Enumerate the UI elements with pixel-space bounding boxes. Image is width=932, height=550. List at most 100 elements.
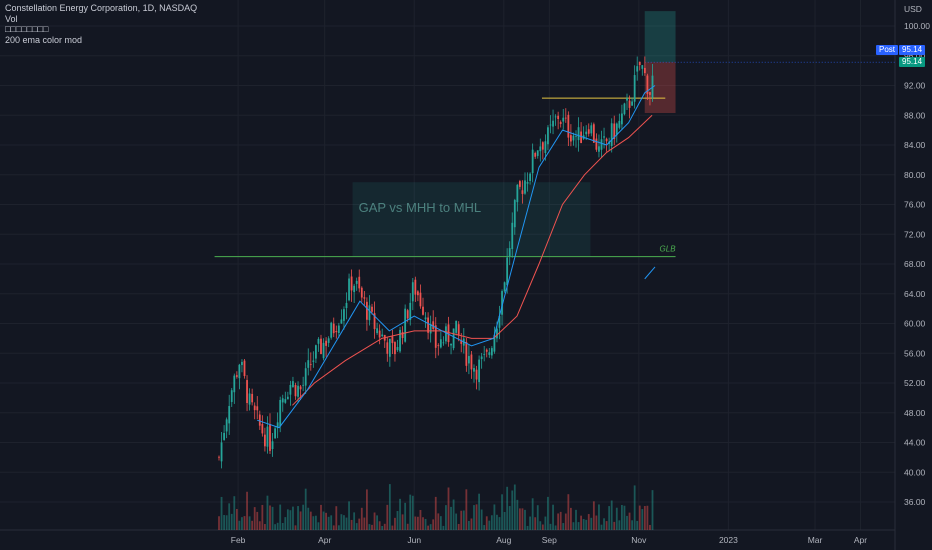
candle xyxy=(534,151,537,159)
volume-bar xyxy=(577,522,580,530)
candle-body xyxy=(427,317,429,333)
volume-bar xyxy=(248,516,251,530)
volume-bar xyxy=(508,506,511,530)
last-price-badge: 95.14 xyxy=(899,57,926,67)
volume-indicator-label[interactable]: Vol xyxy=(5,13,18,24)
candle-body xyxy=(626,98,628,101)
candle-body xyxy=(332,323,335,334)
candle xyxy=(442,336,445,346)
candle-body xyxy=(292,381,294,387)
chart-legend: Constellation Energy Corporation, 1D, NA… xyxy=(5,3,197,45)
volume-bar xyxy=(406,523,409,530)
candle xyxy=(383,334,386,348)
currency-label: USD xyxy=(904,4,922,14)
candle-body xyxy=(496,328,498,339)
volume-bar xyxy=(225,515,228,530)
candle-body xyxy=(266,426,269,447)
candle xyxy=(233,373,236,404)
candle-body xyxy=(337,325,340,333)
volume-bar xyxy=(261,504,264,530)
candle-body xyxy=(526,182,529,184)
volume-bar xyxy=(233,496,236,530)
volume-bar xyxy=(315,515,317,530)
volume-bar xyxy=(603,518,605,530)
trend-stroke xyxy=(644,266,656,280)
volume-bar xyxy=(251,520,254,530)
volume-bar xyxy=(388,484,391,530)
volume-bar xyxy=(309,511,312,530)
candle-body xyxy=(455,320,458,333)
volume-bar xyxy=(368,524,371,530)
candle xyxy=(363,291,366,306)
volume-bar xyxy=(220,496,223,530)
candle-body xyxy=(488,352,491,355)
candle xyxy=(345,292,348,320)
candle xyxy=(529,172,531,185)
candle xyxy=(238,363,241,390)
candle-body xyxy=(258,414,261,426)
volume-bar xyxy=(376,515,378,530)
candle xyxy=(513,198,516,235)
indicator-label[interactable]: □□□□□□□□ xyxy=(5,24,49,34)
volume-bar xyxy=(641,509,644,530)
candle xyxy=(396,339,399,352)
volume-bar xyxy=(585,519,588,530)
candle-body xyxy=(534,153,537,157)
candle xyxy=(391,329,394,354)
candle xyxy=(636,56,639,81)
candle xyxy=(335,325,338,339)
candle xyxy=(580,122,582,144)
candle-body xyxy=(562,117,565,122)
candle-body xyxy=(419,292,422,307)
volume-bar xyxy=(378,521,381,530)
volume-bar xyxy=(503,511,506,530)
candle-body xyxy=(348,278,350,301)
volume-bar xyxy=(626,515,628,530)
y-tick-label: 100.00 xyxy=(904,21,930,31)
candle-body xyxy=(223,432,225,440)
candle-body xyxy=(636,66,639,72)
candle xyxy=(480,352,483,369)
candle-body xyxy=(452,328,455,349)
candle-body xyxy=(490,348,493,356)
candle-body xyxy=(587,129,590,134)
candle xyxy=(452,328,455,351)
candle-body xyxy=(559,122,562,124)
candle xyxy=(595,133,598,152)
candle-body xyxy=(322,342,325,359)
candle-body xyxy=(315,345,317,359)
candle xyxy=(434,317,437,359)
candle xyxy=(575,130,577,148)
candle xyxy=(633,65,636,109)
volume-bar xyxy=(337,525,340,530)
candle xyxy=(281,394,284,412)
candle xyxy=(498,305,501,340)
volume-bar xyxy=(424,518,427,530)
candle xyxy=(350,269,353,302)
candle xyxy=(564,108,567,123)
candle-body xyxy=(373,313,376,330)
candle xyxy=(447,316,450,347)
candle-body xyxy=(376,328,378,334)
volume-bar xyxy=(539,521,542,530)
candle-body xyxy=(590,125,593,134)
candle-body xyxy=(246,380,248,404)
candle xyxy=(603,127,605,149)
ema-indicator-label[interactable]: 200 ema color mod xyxy=(5,34,83,45)
candle xyxy=(366,297,368,331)
candle xyxy=(475,365,478,390)
volume-bar xyxy=(631,520,633,530)
candle-body xyxy=(641,65,644,69)
candle-body xyxy=(572,135,575,141)
volume-bar xyxy=(294,525,297,530)
candle-body xyxy=(531,149,534,174)
volume-bar xyxy=(516,499,519,530)
candle-body xyxy=(248,393,251,405)
candle xyxy=(228,394,231,435)
profit-zone-box xyxy=(644,11,676,63)
volume-bar xyxy=(529,516,531,530)
volume-bar xyxy=(646,505,649,530)
candle xyxy=(549,115,552,134)
candle xyxy=(376,322,378,335)
